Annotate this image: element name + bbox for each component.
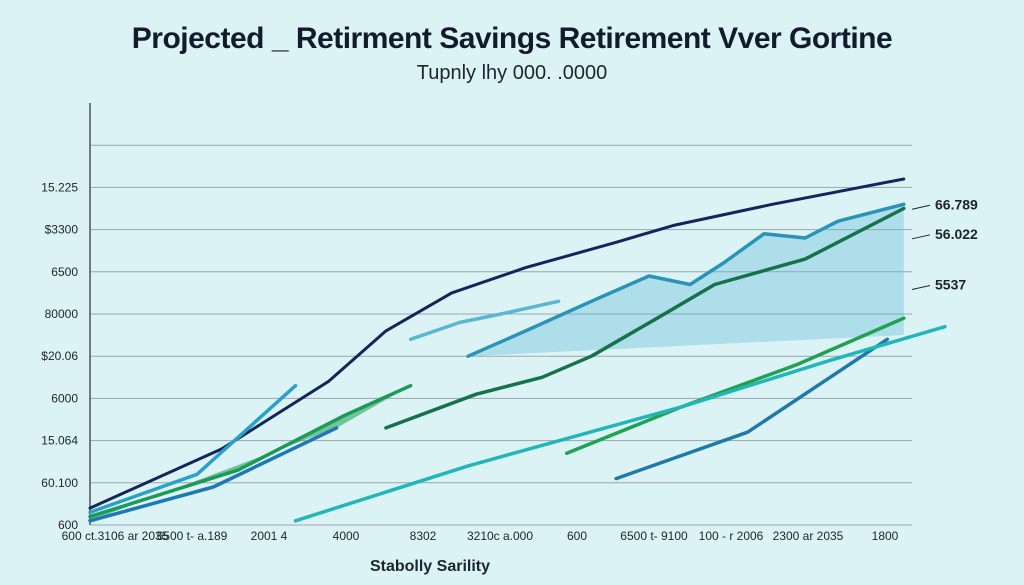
series-line-3 (384, 206, 906, 430)
y-tick-label-8: 15.225 (41, 180, 78, 194)
y-tick-label-7: $3300 (45, 223, 79, 237)
series-line-2 (408, 299, 561, 342)
x-tick-label-4: 8302 (410, 529, 437, 543)
y-tick-label-2: 15.064 (41, 434, 78, 448)
x-tick-label-8: 100 - r 2006 (699, 529, 764, 543)
x-tick-label-10: 1800 (872, 529, 899, 543)
chart-subtitle: Tupnly lhy 000. .0000 (416, 62, 608, 84)
series-line-1 (466, 202, 906, 358)
x-tick-label-5: 3210c a.000 (467, 529, 533, 543)
x-tick-label-6: 600 (567, 529, 587, 543)
y-tick-label-3: 6000 (51, 391, 78, 405)
x-tick-label-0: 600 ct.3106 ar 2035 (62, 529, 169, 543)
y-tick-label-4: $20.06 (41, 349, 78, 363)
x-tick-label-1: 6500 t- a.189 (157, 529, 228, 543)
x-tick-label-9: 2300 ar 2035 (773, 529, 844, 543)
series-line-9 (88, 426, 339, 523)
x-tick-label-7: 6500 t- 9100 (620, 529, 688, 543)
series-line-6 (293, 324, 947, 523)
chart-title: Projected _ Retirment Savings Retirement… (131, 22, 893, 55)
series-line-7 (88, 383, 298, 515)
end-label-2: 5537 (935, 276, 966, 292)
series-line-4 (565, 316, 906, 456)
end-label-leader-0 (911, 204, 931, 210)
teal-area (468, 204, 904, 357)
y-tick-label-6: 6500 (51, 265, 78, 279)
end-label-0: 66.789 (935, 196, 978, 212)
series-line-5 (614, 337, 890, 481)
end-label-leader-2 (911, 284, 931, 290)
y-tick-label-5: 80000 (45, 307, 79, 321)
series-line-8 (88, 383, 413, 519)
y-tick-label-0: 600 (58, 518, 78, 532)
x-axis-label: Stabolly Sarility (369, 558, 491, 575)
x-tick-label-3: 4000 (333, 529, 360, 543)
series-line-0 (88, 177, 906, 510)
x-tick-label-2: 2001 4 (251, 529, 288, 543)
end-label-leader-1 (911, 234, 931, 240)
y-tick-label-1: 60.100 (41, 476, 78, 490)
end-label-1: 56.022 (935, 226, 978, 242)
